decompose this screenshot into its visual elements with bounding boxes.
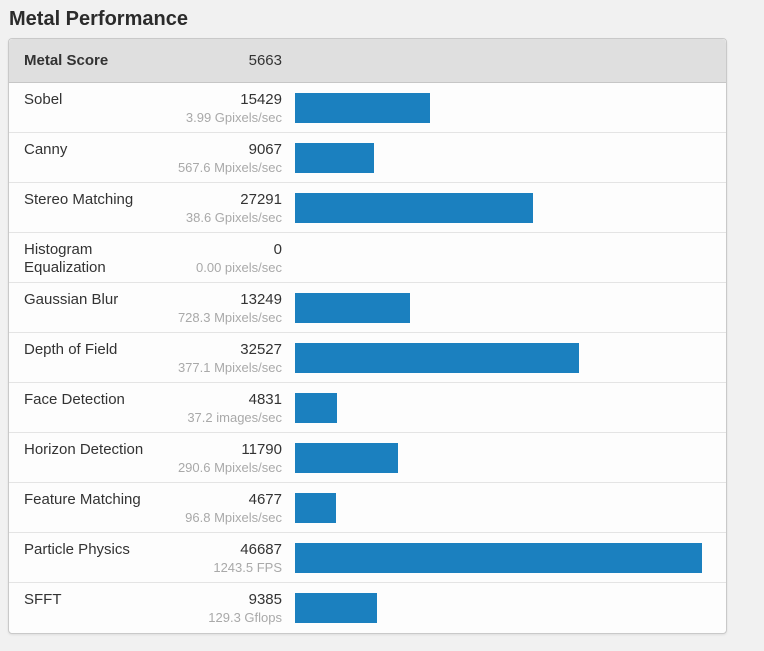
benchmark-row: Particle Physics 46687 1243.5 FPS bbox=[9, 533, 726, 583]
benchmark-score: 13249 bbox=[240, 291, 282, 308]
score-bar bbox=[295, 92, 430, 123]
benchmark-score-cell: 46687 1243.5 FPS bbox=[164, 533, 282, 582]
benchmark-bar-cell bbox=[282, 133, 726, 182]
score-bar bbox=[295, 542, 702, 573]
benchmark-score: 4677 bbox=[248, 491, 282, 508]
benchmark-rate: 96.8 Mpixels/sec bbox=[185, 510, 282, 525]
benchmark-score-cell: 27291 38.6 Gpixels/sec bbox=[164, 183, 282, 232]
benchmark-bar-cell bbox=[282, 483, 726, 532]
benchmark-row: Histogram Equalization 0 0.00 pixels/sec bbox=[9, 233, 726, 283]
benchmark-bar-cell bbox=[282, 383, 726, 432]
benchmark-score-cell: 9385 129.3 Gflops bbox=[164, 583, 282, 633]
benchmark-row: Horizon Detection 11790 290.6 Mpixels/se… bbox=[9, 433, 726, 483]
benchmark-row: Face Detection 4831 37.2 images/sec bbox=[9, 383, 726, 433]
benchmark-row: Canny 9067 567.6 Mpixels/sec bbox=[9, 133, 726, 183]
benchmark-row: Sobel 15429 3.99 Gpixels/sec bbox=[9, 83, 726, 133]
benchmark-score: 11790 bbox=[241, 441, 282, 458]
score-bar bbox=[295, 442, 398, 473]
benchmark-score-cell: 4831 37.2 images/sec bbox=[164, 383, 282, 432]
benchmark-rate: 290.6 Mpixels/sec bbox=[177, 460, 282, 475]
benchmark-score-cell: 9067 567.6 Mpixels/sec bbox=[164, 133, 282, 182]
benchmark-score: 32527 bbox=[240, 341, 282, 358]
benchmark-bar-cell bbox=[282, 333, 726, 382]
benchmark-rate: 0.00 pixels/sec bbox=[196, 260, 282, 275]
benchmark-row: Stereo Matching 27291 38.6 Gpixels/sec bbox=[9, 183, 726, 233]
benchmark-score: 27291 bbox=[240, 191, 282, 208]
benchmark-table: Metal Score 5663 Sobel 15429 3.99 Gpixel… bbox=[8, 38, 727, 634]
benchmark-row: Depth of Field 32527 377.1 Mpixels/sec bbox=[9, 333, 726, 383]
benchmark-rate: 1243.5 FPS bbox=[213, 560, 282, 575]
benchmark-name: SFFT bbox=[24, 591, 62, 608]
benchmark-rate: 129.3 Gflops bbox=[208, 610, 282, 625]
benchmark-score: 15429 bbox=[240, 91, 282, 108]
benchmark-row: SFFT 9385 129.3 Gflops bbox=[9, 583, 726, 633]
page-title: Metal Performance bbox=[9, 8, 188, 30]
benchmark-rate: 3.99 Gpixels/sec bbox=[185, 110, 282, 125]
benchmark-name: Canny bbox=[24, 141, 68, 158]
benchmark-rate: 37.2 images/sec bbox=[187, 410, 282, 425]
benchmark-score: 4831 bbox=[248, 391, 282, 408]
benchmark-name: Face Detection bbox=[24, 391, 125, 408]
benchmark-score: 0 bbox=[273, 241, 282, 258]
benchmark-score-cell: 0 0.00 pixels/sec bbox=[164, 233, 282, 282]
score-bar bbox=[295, 593, 377, 623]
benchmark-name: Gaussian Blur bbox=[24, 291, 119, 308]
benchmark-rate: 38.6 Gpixels/sec bbox=[185, 210, 282, 225]
benchmark-name: Stereo Matching bbox=[24, 191, 134, 208]
benchmark-name: Histogram Equalization bbox=[24, 241, 106, 276]
score-bar bbox=[295, 142, 375, 173]
score-bar bbox=[295, 192, 533, 223]
benchmark-name: Horizon Detection bbox=[24, 441, 144, 458]
benchmark-bar-cell bbox=[282, 533, 726, 582]
score-bar bbox=[295, 342, 579, 373]
score-bar bbox=[295, 492, 336, 523]
benchmark-rate: 377.1 Mpixels/sec bbox=[177, 360, 282, 375]
metal-score-value: 5663 bbox=[248, 52, 282, 69]
benchmark-score-cell: 15429 3.99 Gpixels/sec bbox=[164, 83, 282, 132]
benchmark-score-cell: 13249 728.3 Mpixels/sec bbox=[164, 283, 282, 332]
benchmark-rate: 567.6 Mpixels/sec bbox=[177, 160, 282, 175]
benchmark-rate: 728.3 Mpixels/sec bbox=[177, 310, 282, 325]
benchmark-bar-cell bbox=[282, 583, 726, 633]
benchmark-score-cell: 4677 96.8 Mpixels/sec bbox=[164, 483, 282, 532]
page: Metal Performance Metal Score 5663 Sobel… bbox=[0, 8, 764, 651]
metal-score-label: Metal Score bbox=[24, 52, 109, 69]
benchmark-name: Feature Matching bbox=[24, 491, 141, 508]
benchmark-rows: Sobel 15429 3.99 Gpixels/sec Canny 9067 … bbox=[9, 83, 726, 633]
benchmark-row: Feature Matching 4677 96.8 Mpixels/sec bbox=[9, 483, 726, 533]
benchmark-score: 46687 bbox=[240, 541, 282, 558]
benchmark-bar-cell bbox=[282, 283, 726, 332]
benchmark-row: Gaussian Blur 13249 728.3 Mpixels/sec bbox=[9, 283, 726, 333]
benchmark-score: 9385 bbox=[248, 591, 282, 608]
score-bar bbox=[295, 392, 338, 423]
benchmark-score: 9067 bbox=[248, 141, 282, 158]
benchmark-name: Depth of Field bbox=[24, 341, 118, 358]
benchmark-name: Sobel bbox=[24, 91, 63, 108]
benchmark-name: Particle Physics bbox=[24, 541, 130, 558]
benchmark-score-cell: 11790 290.6 Mpixels/sec bbox=[164, 433, 282, 482]
score-bar bbox=[295, 292, 411, 323]
table-header: Metal Score 5663 bbox=[9, 39, 726, 83]
benchmark-bar-cell bbox=[282, 83, 726, 132]
benchmark-bar-cell bbox=[282, 233, 726, 282]
benchmark-score-cell: 32527 377.1 Mpixels/sec bbox=[164, 333, 282, 382]
benchmark-bar-cell bbox=[282, 183, 726, 232]
benchmark-bar-cell bbox=[282, 433, 726, 482]
